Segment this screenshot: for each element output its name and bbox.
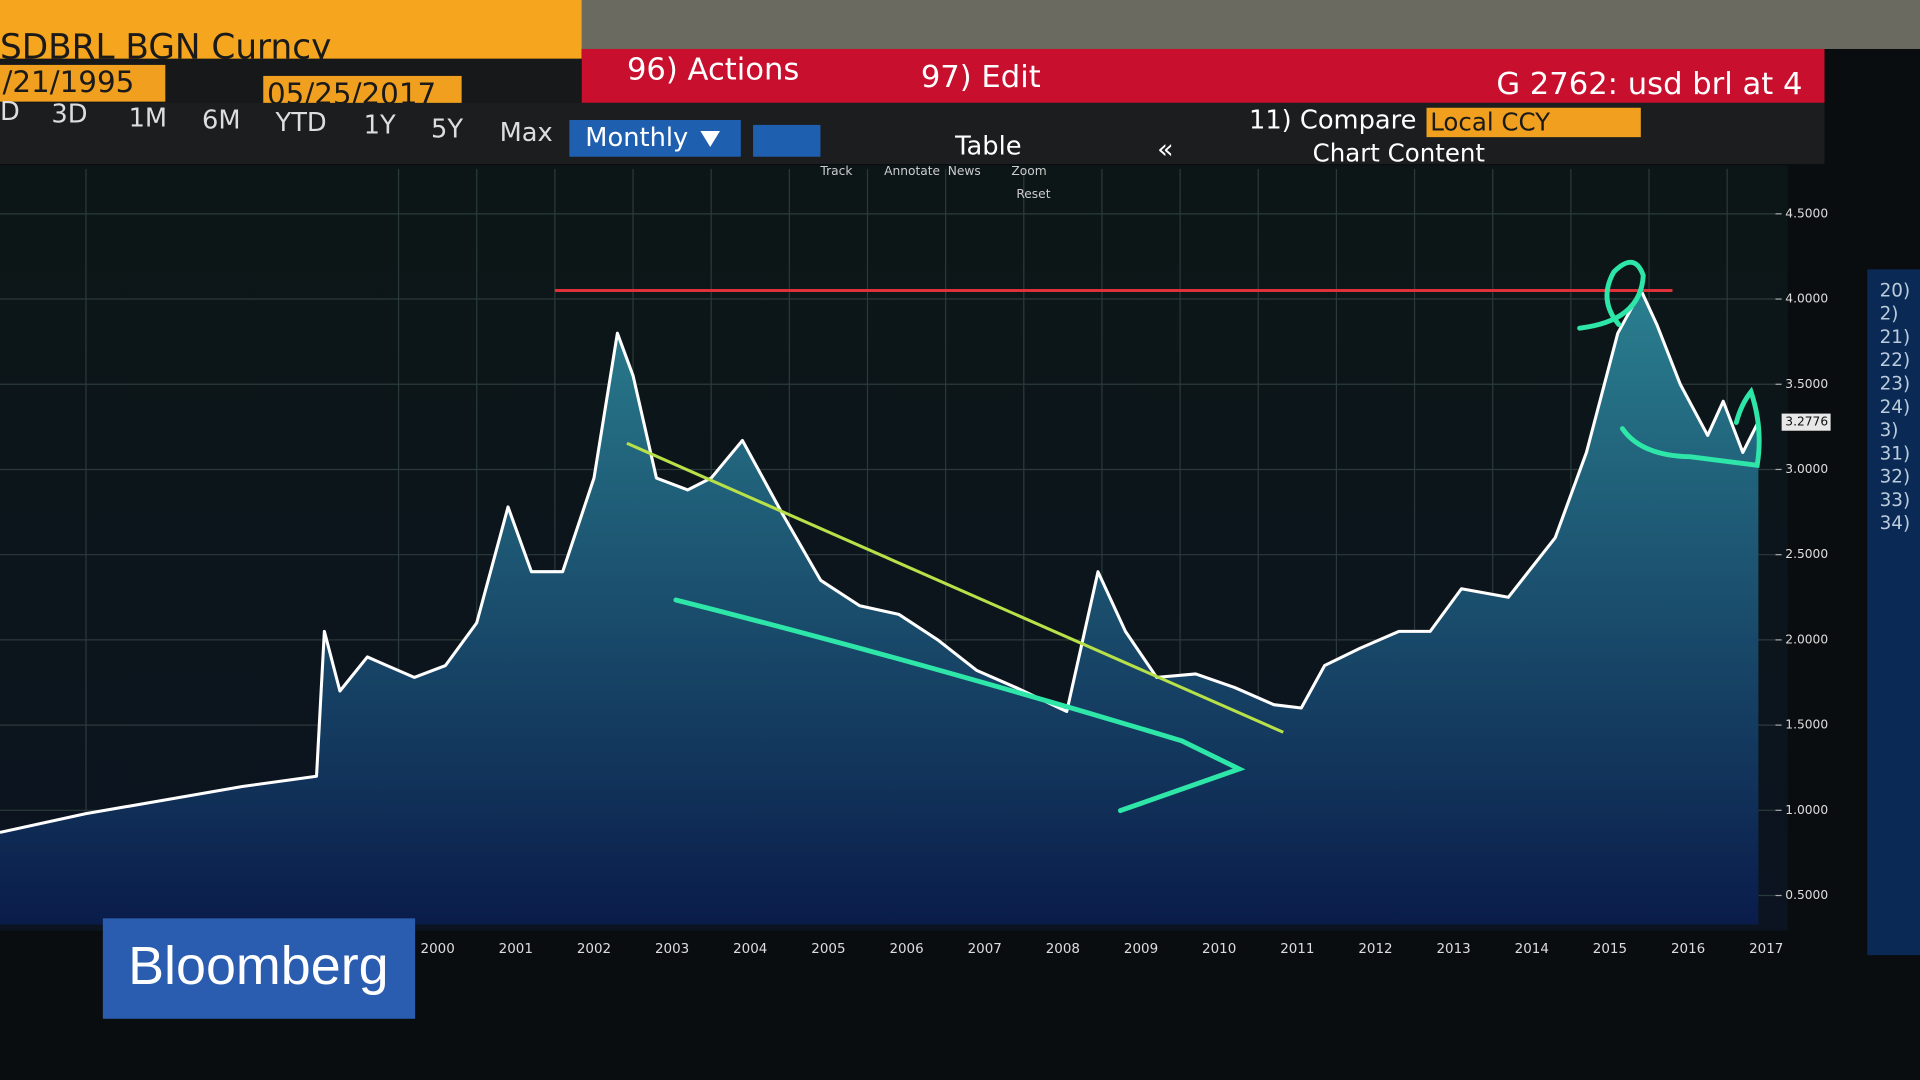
start-date-box[interactable] — [0, 64, 166, 102]
table-button[interactable]: Table — [954, 131, 1021, 161]
x-tick-label: 2011 — [1280, 942, 1314, 957]
side-item[interactable]: 22) — [1880, 350, 1911, 371]
x-tick-label: 2012 — [1358, 942, 1392, 957]
hand-annotations — [673, 259, 1762, 814]
tool-button[interactable]: Track — [819, 164, 853, 178]
y-tick-label: 4.0000 — [1785, 292, 1828, 306]
menu-bar — [581, 48, 1825, 103]
area — [0, 290, 1759, 925]
y-tick-label: 1.5000 — [1785, 718, 1828, 732]
chart-content[interactable]: Chart Content — [1313, 138, 1486, 167]
chart-icon[interactable] — [753, 124, 821, 157]
side-item[interactable]: 3) — [1880, 420, 1899, 441]
last-value-box — [1781, 413, 1831, 431]
side-item[interactable]: 31) — [1880, 443, 1911, 464]
security-bar — [0, 0, 582, 59]
side-screen — [1867, 269, 1920, 956]
period-buttons: D 3D 1M 6M YTD 1Y 5Y Max — [0, 97, 553, 148]
reset-button[interactable]: Reset — [1016, 187, 1050, 201]
side-item[interactable]: 34) — [1880, 513, 1911, 534]
hand-arrow — [673, 597, 1246, 814]
x-tick-label: 2017 — [1749, 942, 1783, 957]
tool-button[interactable]: Annotate — [884, 164, 940, 178]
side-item[interactable]: 32) — [1880, 467, 1911, 488]
y-tick-label: 0.5000 — [1785, 888, 1828, 902]
period-button[interactable]: Max — [500, 118, 553, 148]
plot: 0.5000 1.0000 1.5000 2.0000 2.5000 3.0000 3.50… — [0, 168, 1831, 957]
x-tick-label: 2016 — [1671, 942, 1705, 957]
x-tick-label: 2013 — [1437, 942, 1471, 957]
line — [0, 289, 1760, 834]
x-tick-label: 2009 — [1124, 942, 1158, 957]
y-tick-label: 4.5000 — [1785, 206, 1828, 220]
x-tick-label: 2010 — [1202, 942, 1236, 957]
actions-menu[interactable]: 96) Actions — [627, 53, 799, 88]
currency-box[interactable] — [1426, 107, 1641, 138]
hand-circle — [1577, 259, 1646, 331]
x-tick-label: 2014 — [1515, 942, 1549, 957]
y-tick-label: 1.0000 — [1785, 803, 1828, 817]
edit-menu[interactable]: 97) Edit — [921, 60, 1041, 95]
period-button[interactable]: D — [0, 97, 20, 127]
hand-scribble — [1620, 386, 1762, 469]
side-item[interactable]: 20) — [1880, 280, 1911, 301]
side-list: 20) 2)21)22)23) 24)3)31) 32)33)34) — [1880, 280, 1911, 534]
y-tick-label: 3.0000 — [1785, 462, 1828, 476]
compare-button[interactable]: 11) Compare — [1249, 106, 1416, 136]
period-button[interactable]: 6M — [202, 106, 241, 136]
dropdown-arrow — [700, 131, 720, 147]
period-button[interactable]: YTD — [275, 108, 327, 138]
start-date: /21/1995 — [2, 65, 134, 99]
x-tick-label: 2015 — [1593, 942, 1627, 957]
x-tick-label: 2004 — [733, 942, 767, 957]
frequency: Monthly — [585, 123, 688, 153]
trend-line — [626, 441, 1284, 734]
currency: Local CCY — [1430, 108, 1550, 137]
side-item[interactable]: 33) — [1880, 490, 1911, 511]
y-tick-label: 2.5000 — [1785, 547, 1828, 561]
period-button[interactable]: 3D — [51, 100, 87, 130]
y-tick-label: 3.5000 — [1785, 377, 1828, 391]
period-button[interactable]: 5Y — [431, 114, 463, 144]
last-value-label: 3.2776 — [1785, 415, 1828, 429]
x-tick-label: 2007 — [968, 942, 1002, 957]
x-tick-label: 2001 — [499, 942, 533, 957]
tools: Track Annotate News Zoom — [819, 164, 1046, 178]
y-tick-label: 2.0000 — [1785, 632, 1828, 646]
x-tick-label: 2000 — [421, 942, 455, 957]
x-tick-label: 2002 — [577, 942, 611, 957]
x-tick-label: 2003 — [655, 942, 689, 957]
side-item[interactable]: 2) — [1880, 304, 1899, 325]
x-tick-label: 2008 — [1046, 942, 1080, 957]
brand: Bloomberg — [128, 936, 388, 996]
x-tick-label: 2006 — [889, 942, 923, 957]
x-tick-label: 2005 — [811, 942, 845, 957]
period-button[interactable]: 1M — [129, 103, 168, 133]
side-item[interactable]: 23) — [1880, 373, 1911, 394]
period-button[interactable]: 1Y — [364, 111, 396, 141]
header-title: G 2762: usd brl at 4 — [1496, 67, 1802, 102]
brand-box — [102, 918, 416, 1019]
collapse-icon[interactable]: « — [1157, 134, 1173, 165]
side-item[interactable]: 21) — [1880, 327, 1911, 348]
tool-button[interactable]: Zoom — [1011, 164, 1046, 178]
side-item[interactable]: 24) — [1880, 397, 1911, 418]
tool-button[interactable]: News — [948, 164, 981, 178]
